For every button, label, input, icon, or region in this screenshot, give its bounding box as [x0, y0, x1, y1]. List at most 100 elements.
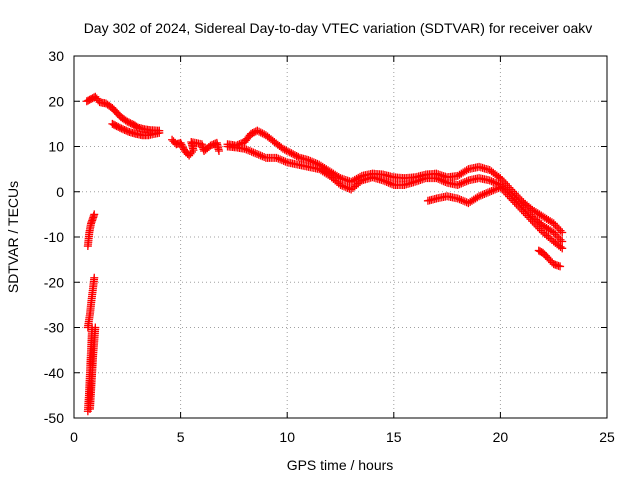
data-point [244, 146, 253, 155]
data-point [556, 226, 565, 235]
data-point [558, 237, 567, 246]
data-point [90, 210, 99, 219]
data-point [496, 183, 505, 192]
data-point [90, 273, 99, 282]
data-point [515, 203, 524, 212]
data-point [439, 177, 448, 186]
data-point [473, 193, 482, 202]
plot-frame [73, 55, 608, 419]
data-point [530, 219, 539, 228]
data-point [272, 153, 281, 162]
data-point [285, 148, 294, 157]
data-point [533, 222, 542, 231]
data-point [524, 213, 533, 222]
series-late-lower [423, 183, 567, 253]
data-point [338, 181, 347, 190]
ticks: 0 5 10 15 20 25 -50 -40 -30 -20 -10 0 10 20 30 [44, 48, 615, 445]
x-tick-label: 5 [177, 429, 185, 445]
data-point [290, 151, 299, 160]
series-steep-3 [83, 273, 99, 332]
data-point [551, 221, 560, 230]
data-point [277, 156, 286, 165]
data-point [535, 224, 544, 233]
data-point [508, 196, 517, 205]
data-point [341, 183, 350, 192]
data-point [510, 198, 519, 207]
data-points [82, 92, 567, 416]
series-midday-patches [168, 135, 223, 160]
data-point [435, 175, 444, 184]
data-point [282, 146, 291, 155]
data-point [505, 192, 514, 201]
series-mid-b [223, 142, 567, 246]
data-point [501, 188, 510, 197]
data-point [294, 152, 303, 161]
data-point [380, 177, 389, 186]
series-mid-a [223, 126, 567, 237]
data-point [556, 235, 565, 244]
chart-title: Day 302 of 2024, Sidereal Day-to-day VTE… [84, 20, 593, 36]
data-point [252, 150, 261, 159]
data-point [287, 149, 296, 158]
data-point [556, 262, 565, 271]
y-tick-label: 10 [48, 139, 64, 155]
data-point [528, 217, 537, 226]
data-point [91, 323, 100, 332]
data-point [549, 228, 558, 237]
data-point [379, 176, 388, 185]
y-tick-label: 30 [48, 48, 64, 64]
data-point [242, 145, 251, 154]
y-tick-label: -20 [44, 274, 64, 290]
data-point [482, 189, 491, 198]
data-point [254, 150, 263, 159]
data-point [526, 215, 535, 224]
y-axis-label: SDTVAR / TECUs [5, 181, 21, 293]
data-point [531, 220, 540, 229]
data-point [517, 205, 526, 214]
data-point [462, 166, 471, 175]
data-point [487, 186, 496, 195]
data-point [279, 156, 288, 165]
data-point [507, 194, 516, 203]
data-point [491, 178, 500, 187]
series-early-b [108, 119, 164, 140]
y-tick-label: 0 [56, 184, 64, 200]
data-point [460, 177, 469, 186]
data-point [457, 179, 466, 188]
data-point [537, 226, 546, 235]
data-point [347, 177, 356, 186]
data-point [256, 151, 265, 160]
data-point [554, 224, 563, 233]
data-point [489, 177, 498, 186]
data-point [214, 147, 223, 156]
series-late-tail [534, 246, 565, 271]
data-point [551, 230, 560, 239]
data-point [453, 180, 462, 189]
data-point [480, 190, 489, 199]
data-point [514, 202, 523, 211]
data-point [519, 207, 528, 216]
data-point [491, 185, 500, 194]
data-point [441, 177, 450, 186]
data-point [258, 129, 267, 138]
data-point [437, 176, 446, 185]
data-point [336, 180, 345, 189]
data-point [284, 147, 293, 156]
series-steep-4 [85, 323, 100, 413]
data-point [348, 176, 357, 185]
data-point [554, 233, 563, 242]
data-point [155, 128, 164, 137]
data-point [255, 127, 264, 136]
data-point [274, 154, 283, 163]
data-point [256, 128, 265, 137]
data-point [278, 144, 287, 153]
data-point [459, 178, 468, 187]
data-point [483, 188, 492, 197]
data-point [386, 179, 395, 188]
data-point [382, 177, 391, 186]
data-point [558, 244, 567, 253]
data-point [457, 196, 466, 205]
data-point [340, 182, 349, 191]
x-tick-label: 20 [493, 429, 509, 445]
data-point [476, 191, 485, 200]
